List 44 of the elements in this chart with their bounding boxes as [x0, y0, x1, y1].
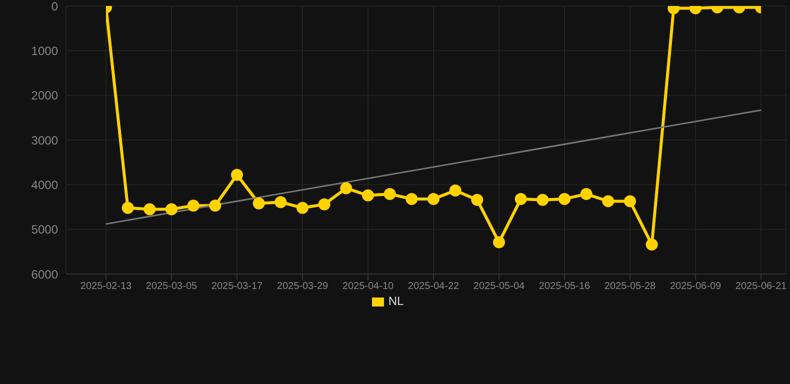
x-tick-label: 2025-02-13 — [80, 281, 132, 292]
y-tick-label: 0 — [51, 0, 58, 14]
y-tick-label: 6000 — [31, 267, 58, 282]
legend-label: NL — [388, 294, 404, 308]
point — [536, 194, 549, 206]
y-tick-label: 3000 — [31, 133, 58, 148]
point — [187, 200, 200, 212]
point — [252, 197, 265, 210]
point — [340, 182, 352, 194]
x-tick-label: 2025-04-22 — [408, 281, 460, 292]
x-tick-label: 2025-03-29 — [276, 281, 329, 292]
point — [514, 192, 527, 205]
y-tick-label: 2000 — [31, 88, 58, 103]
point — [209, 200, 222, 212]
point — [558, 192, 570, 205]
point — [624, 195, 636, 208]
point — [144, 203, 156, 216]
point — [602, 195, 614, 208]
point — [231, 168, 243, 181]
x-tick-label: 2025-06-09 — [670, 281, 722, 292]
x-tick-label: 2025-05-16 — [538, 281, 591, 292]
point — [580, 188, 592, 200]
point — [406, 192, 418, 205]
x-tick-label: 2025-04-10 — [342, 281, 394, 292]
point — [166, 203, 178, 216]
point — [493, 236, 505, 248]
y-tick-label: 1000 — [31, 44, 58, 58]
x-tick-label: 2025-03-17 — [211, 281, 264, 292]
point — [318, 198, 330, 210]
x-tick-label: 2025-05-04 — [473, 281, 526, 292]
point — [428, 192, 440, 205]
point — [384, 188, 396, 200]
point — [471, 194, 484, 206]
point — [274, 196, 287, 208]
point — [296, 202, 308, 214]
point — [646, 238, 658, 251]
x-tick-label: 2025-05-28 — [604, 281, 656, 292]
point — [122, 202, 134, 214]
y-tick-label: 5000 — [31, 222, 58, 237]
point — [449, 184, 462, 196]
x-tick-label: 2025-06-21 — [735, 281, 788, 292]
point — [362, 189, 374, 202]
x-tick-label: 2025-03-05 — [146, 281, 198, 292]
y-tick-label: 4000 — [31, 178, 58, 192]
